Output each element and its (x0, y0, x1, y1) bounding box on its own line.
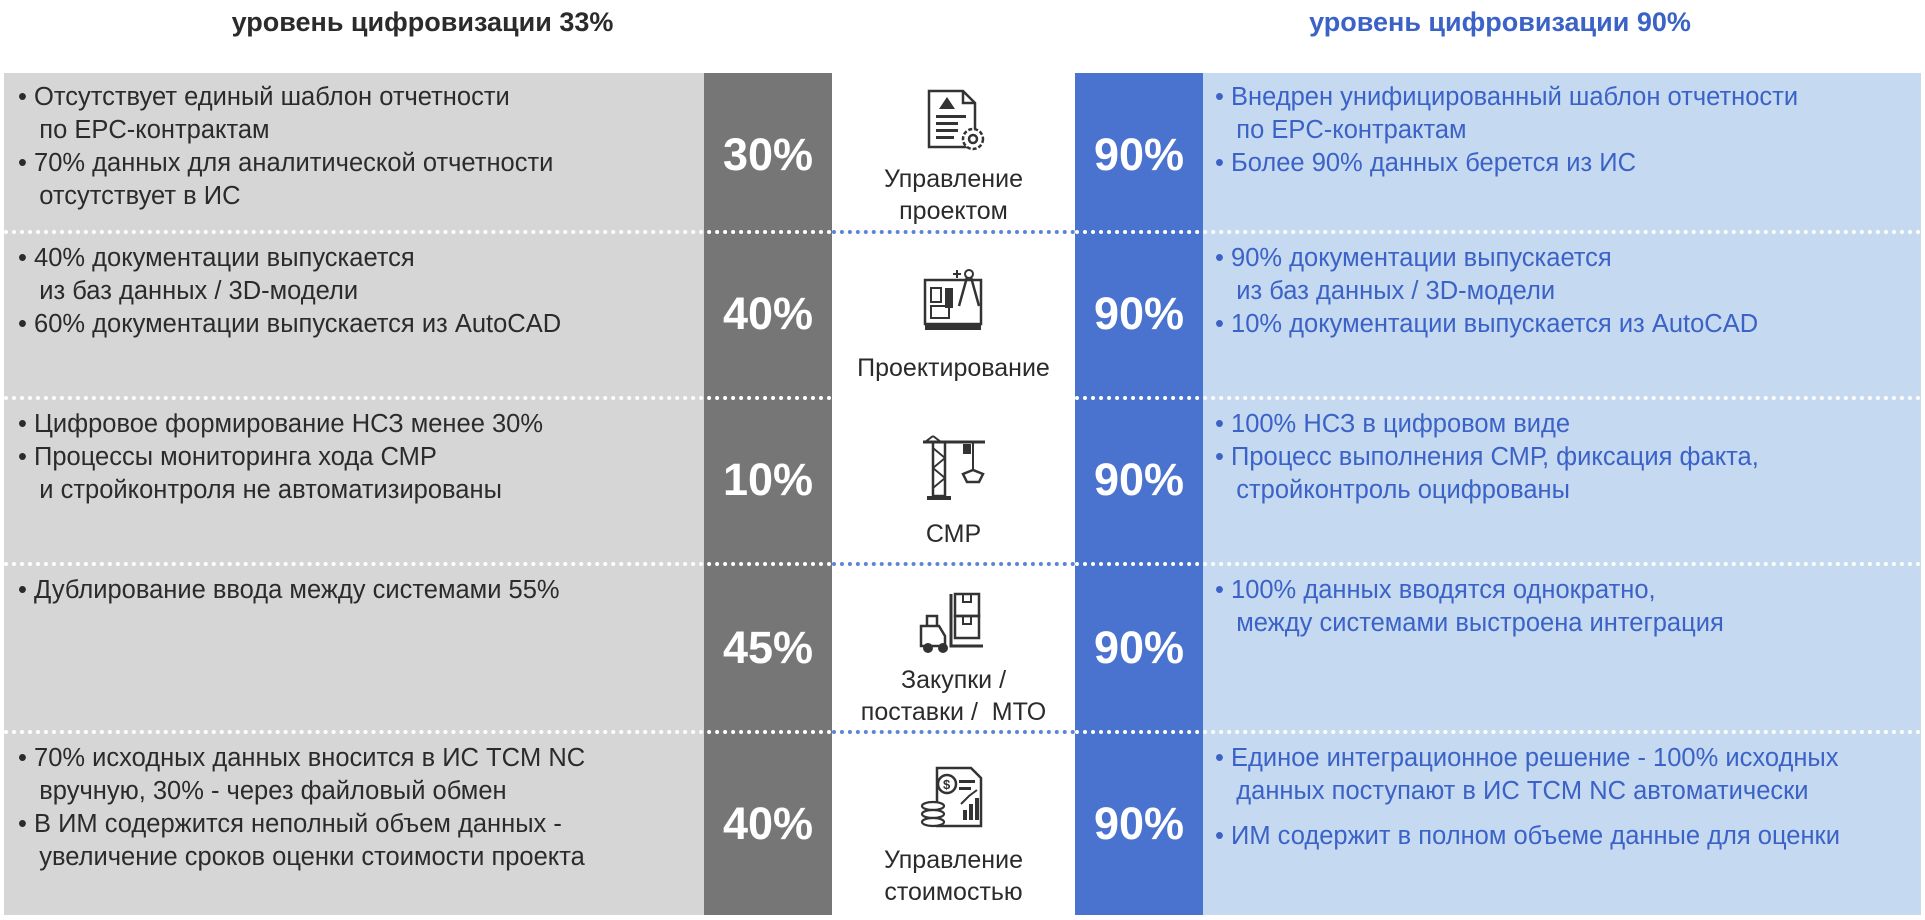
target-state-line: из баз данных / 3D-модели (1215, 277, 1556, 305)
row-construction: • Цифровое формирование НСЗ менее 30% • … (0, 400, 1925, 562)
current-percent: 10% (722, 454, 814, 505)
target-state-panel (1203, 73, 1921, 915)
row-separator (1075, 396, 1921, 400)
target-state-line: • Единое интеграционное решение - 100% и… (1215, 744, 1839, 772)
current-state-line: и стройконтроля не автоматизированы (18, 476, 502, 504)
target-state-line: • 10% документации выпускается из AutoCA… (1215, 310, 1759, 338)
row-separator (4, 230, 832, 234)
category-label: Проектирование (857, 354, 1050, 382)
category: Управление проектом (832, 87, 1075, 227)
target-state-text: • 100% данных вводятся однократно, между… (1215, 574, 1920, 640)
category-label: проектом (899, 197, 1008, 225)
category-label: Закупки / (900, 666, 1007, 694)
current-percent: 30% (722, 129, 814, 180)
category: Закупки / поставки / МТО (832, 590, 1075, 728)
current-percent: 40% (722, 798, 814, 849)
target-state-line: данных поступают в ИС TCM NC автоматичес… (1215, 777, 1809, 805)
forklift-boxes-icon (919, 592, 983, 653)
row-separator (1075, 730, 1921, 734)
current-state-line: вручную, 30% - через файловый обмен (18, 777, 507, 805)
target-state-line: • 100% данных вводятся однократно, (1215, 576, 1656, 604)
target-state-line: • Более 90% данных берется из ИС (1215, 149, 1637, 177)
target-state-text: • Внедрен унифицированный шаблон отчетно… (1215, 81, 1920, 180)
blueprint-compass-icon (923, 269, 982, 330)
current-state-line: увеличение сроков оценки стоимости проек… (18, 843, 585, 871)
row-separator (832, 730, 1075, 734)
current-state-line: • Процессы мониторинга хода СМР (18, 443, 437, 471)
current-state-line: • 70% исходных данных вносится в ИС TCM … (18, 744, 586, 772)
current-percent: 40% (722, 288, 814, 339)
row-separator (832, 562, 1075, 566)
row-separator (4, 562, 832, 566)
row-separator (4, 396, 832, 400)
current-state-line: • В ИМ содержится неполный объем данных … (18, 810, 562, 838)
current-percent-column (704, 73, 832, 915)
current-state-text: • 70% исходных данных вносится в ИС TCM … (18, 742, 698, 874)
current-state-text: • Дублирование ввода между системами 55% (18, 574, 698, 607)
current-state-line: • 60% документации выпускается из AutoCA… (18, 310, 562, 338)
target-percent: 90% (1093, 288, 1185, 339)
target-state-line: • 90% документации выпускается (1215, 244, 1612, 272)
row-cost-management: • 70% исходных данных вносится в ИС TCM … (0, 734, 1925, 915)
target-percent: 90% (1093, 622, 1185, 673)
tower-crane-icon (922, 435, 985, 500)
category-label: Управление (884, 846, 1023, 874)
target-percent: 90% (1093, 798, 1185, 849)
target-percent: 90% (1093, 454, 1185, 505)
target-state-line: между системами выстроена интеграция (1215, 609, 1724, 637)
current-state-line: • 70% данных для аналитической отчетност… (18, 149, 554, 177)
row-separator (1075, 230, 1921, 234)
target-state-text: • Единое интеграционное решение - 100% и… (1215, 742, 1920, 853)
category: $ Управление стоимостью (832, 764, 1075, 908)
category-label: поставки / МТО (860, 698, 1047, 726)
category: Проектирование (832, 266, 1075, 384)
target-percent-column (1075, 73, 1203, 915)
target-state-line: • ИМ содержит в полном объеме данные для… (1215, 822, 1840, 850)
row-project-management: • Отсутствует единый шаблон отчетности п… (0, 73, 1925, 231)
current-state-line: • 40% документации выпускается (18, 244, 415, 272)
row-design: • 40% документации выпускается из баз да… (0, 234, 1925, 396)
current-state-text: • Цифровое формирование НСЗ менее 30% • … (18, 408, 698, 507)
current-percent: 45% (722, 622, 814, 673)
target-state-line: • Процесс выполнения СМР, фиксация факта… (1215, 443, 1759, 471)
current-state-line: отсутствует в ИС (18, 182, 241, 210)
current-state-line: • Дублирование ввода между системами 55% (18, 576, 560, 604)
current-state-line: • Отсутствует единый шаблон отчетности (18, 83, 510, 111)
row-procurement: • Дублирование ввода между системами 55%… (0, 566, 1925, 729)
current-state-line: из баз данных / 3D-модели (18, 277, 359, 305)
current-state-panel (4, 73, 704, 915)
target-state-text: • 100% НСЗ в цифровом виде • Процесс вып… (1215, 408, 1920, 507)
current-state-line: по EPC-контрактам (18, 116, 270, 144)
row-separator (1075, 562, 1921, 566)
current-state-text: • 40% документации выпускается из баз да… (18, 242, 698, 341)
target-state-line: • 100% НСЗ в цифровом виде (1215, 410, 1571, 438)
category-label: стоимостью (884, 878, 1023, 906)
document-gear-icon (927, 89, 984, 151)
row-separator (4, 730, 832, 734)
target-state-line: по EPC-контрактам (1215, 116, 1467, 144)
current-state-text: • Отсутствует единый шаблон отчетности п… (18, 81, 698, 213)
target-state-line: стройконтроль оцифрованы (1215, 476, 1570, 504)
svg-text:$: $ (943, 777, 951, 792)
category-label: Управление (884, 165, 1023, 193)
left-title: уровень цифровизации 33% (231, 7, 614, 37)
target-state-line: • Внедрен унифицированный шаблон отчетно… (1215, 83, 1799, 111)
row-separator (832, 396, 1075, 400)
current-state-line: • Цифровое формирование НСЗ менее 30% (18, 410, 544, 438)
right-title: уровень цифровизации 90% (1309, 7, 1691, 37)
target-state-text: • 90% документации выпускается из баз да… (1215, 242, 1920, 341)
category: СМР (832, 434, 1075, 550)
cost-report-icon: $ (920, 766, 982, 828)
category-label: СМР (925, 520, 982, 548)
target-percent: 90% (1093, 129, 1185, 180)
row-separator (832, 230, 1075, 234)
